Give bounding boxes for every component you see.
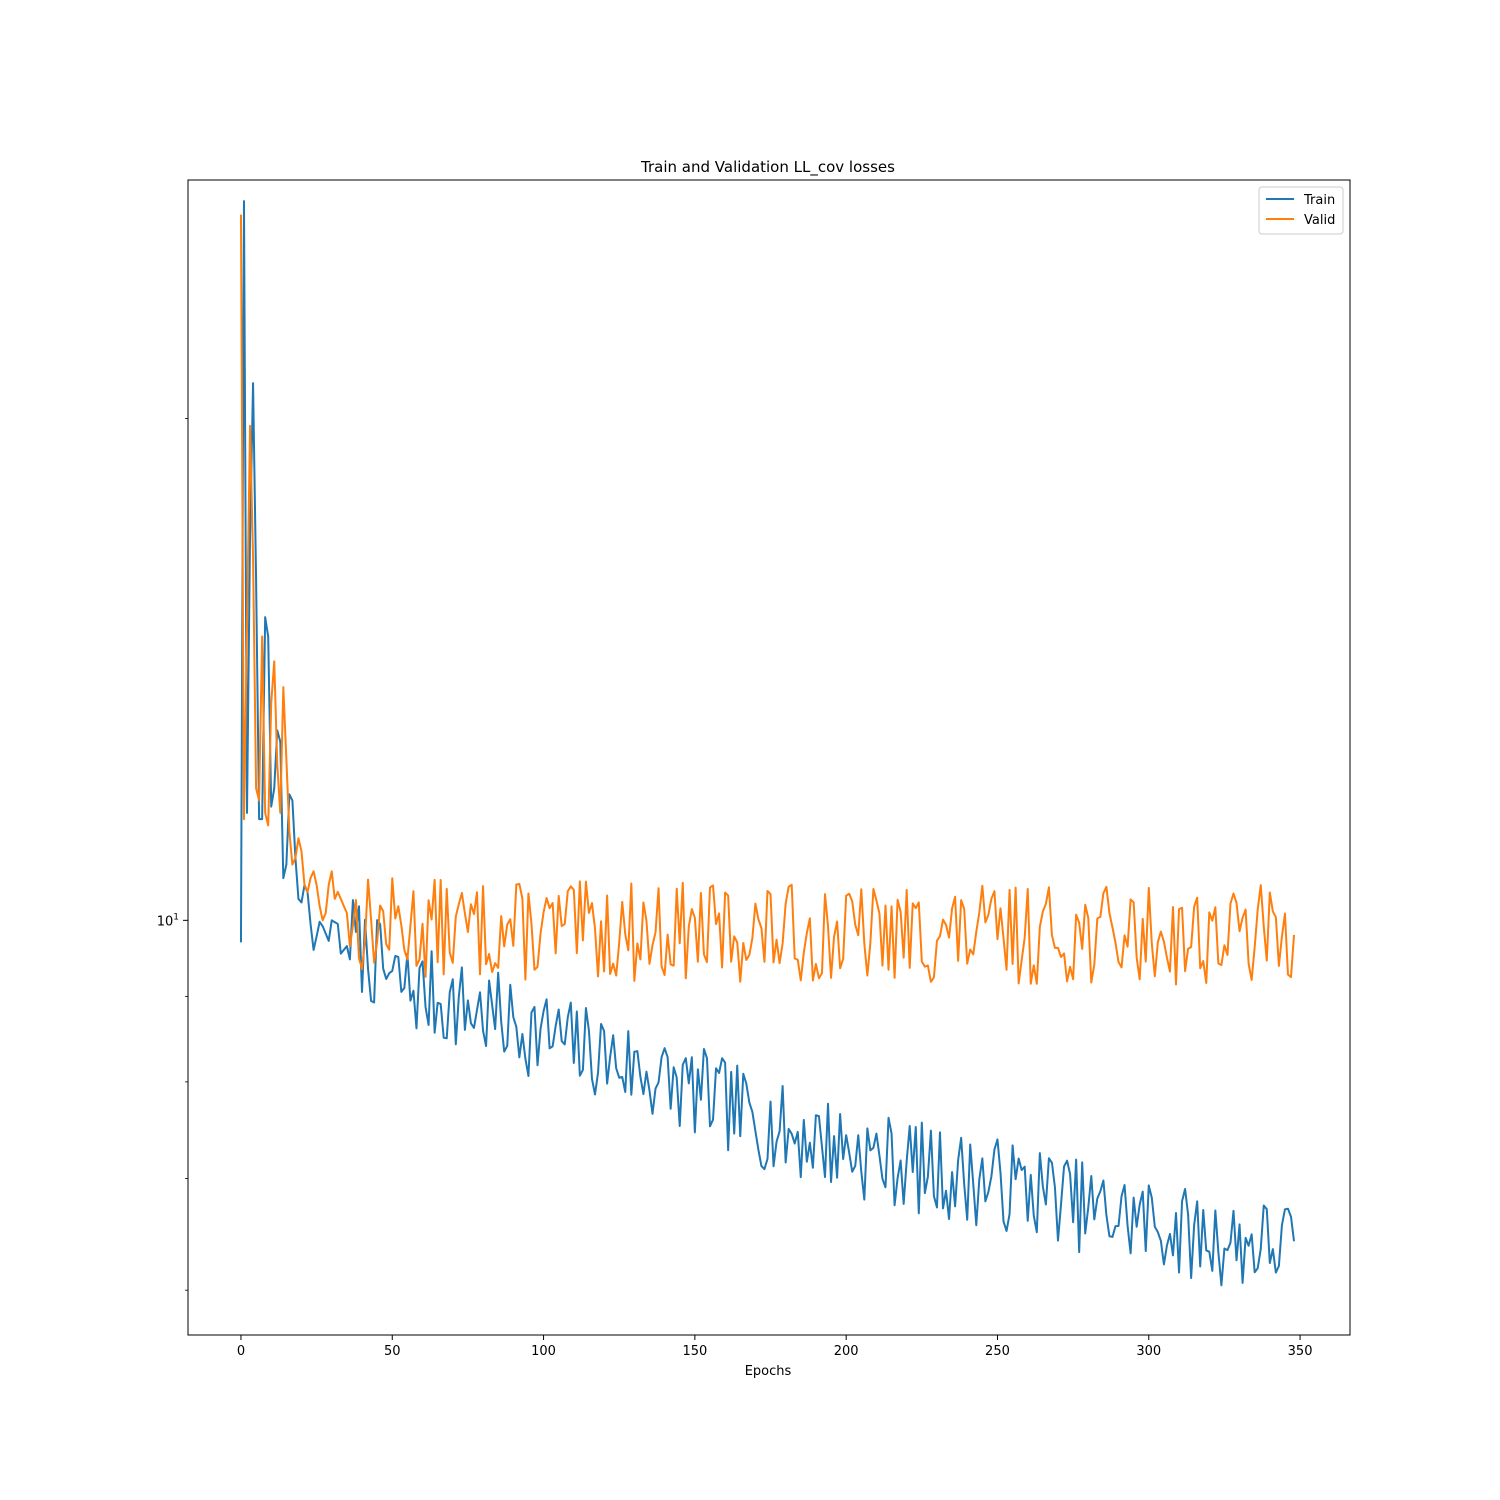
x-tick-label: 100 [531, 1344, 556, 1359]
x-tick-label: 250 [985, 1344, 1010, 1359]
chart-title: Train and Validation LL_cov losses [640, 158, 895, 177]
y-axis: 101 [157, 418, 188, 1291]
y-tick-label: 101 [157, 912, 179, 929]
plot-area [239, 200, 1296, 1287]
x-axis-label: Epochs [745, 1364, 792, 1379]
x-tick-label: 0 [237, 1344, 245, 1359]
x-tick-label: 200 [834, 1344, 859, 1359]
x-tick-label: 150 [682, 1344, 707, 1359]
series-line-valid [239, 214, 1296, 986]
x-tick-label: 300 [1136, 1344, 1161, 1359]
legend-label: Train [1303, 193, 1335, 208]
axes-frame [187, 179, 1351, 1336]
legend[interactable]: Train Valid [1258, 186, 1344, 235]
series-line-train [239, 200, 1296, 1287]
x-tick-label: 350 [1288, 1344, 1313, 1359]
x-axis: 0 50 100 150 200 250 300 350 [237, 1335, 1313, 1359]
legend-label: Valid [1304, 213, 1335, 228]
legend-item-train[interactable]: Train [1266, 193, 1335, 208]
legend-item-valid[interactable]: Valid [1266, 213, 1335, 228]
x-tick-label: 50 [384, 1344, 401, 1359]
